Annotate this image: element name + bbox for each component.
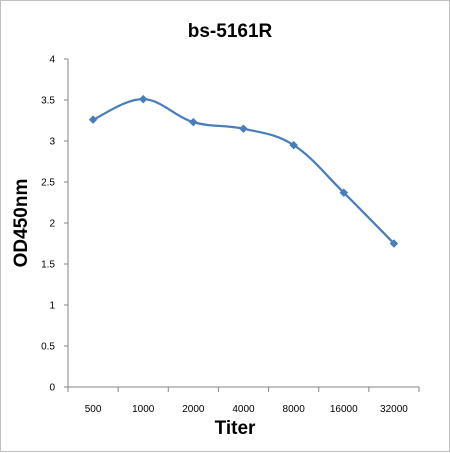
data-point-marker <box>289 140 298 150</box>
y-tick-label: 1.5 <box>41 260 55 271</box>
x-tick-label: 8000 <box>283 404 306 415</box>
x-tick-label: 16000 <box>330 404 358 415</box>
x-tick-group: 500 1000 2000 4000 8000 16000 32000 <box>67 387 420 415</box>
y-tick-group: 0 0.5 1 1.5 2 2.5 3 3.5 4 <box>41 55 68 394</box>
x-tick-label: 2000 <box>182 404 205 415</box>
x-tick-label: 32000 <box>380 404 408 415</box>
series-line <box>92 98 395 245</box>
y-tick-label: 4 <box>49 55 55 66</box>
data-point-marker <box>389 239 399 248</box>
x-tick-label: 1000 <box>132 404 155 415</box>
y-tick-label: 0 <box>49 383 55 394</box>
y-tick-label: 2.5 <box>41 178 55 189</box>
data-point-marker <box>88 115 98 125</box>
x-axis-title: Titer <box>215 418 256 439</box>
series-layer <box>88 94 399 248</box>
y-tick-label: 3 <box>49 137 55 148</box>
y-tick-label: 3.5 <box>41 96 55 107</box>
data-point-marker <box>239 124 248 134</box>
data-point-marker <box>189 117 198 127</box>
x-tick-label: 500 <box>85 404 102 415</box>
data-point-marker <box>138 94 148 104</box>
y-axis-title: OD450nm <box>11 179 32 268</box>
y-tick-label: 0.5 <box>41 342 55 353</box>
x-tick-label: 4000 <box>232 404 255 415</box>
y-tick-label: 1 <box>49 301 55 312</box>
chart-title: bs-5161R <box>188 21 273 42</box>
y-tick-label: 2 <box>49 219 55 230</box>
data-point-marker <box>339 188 349 198</box>
